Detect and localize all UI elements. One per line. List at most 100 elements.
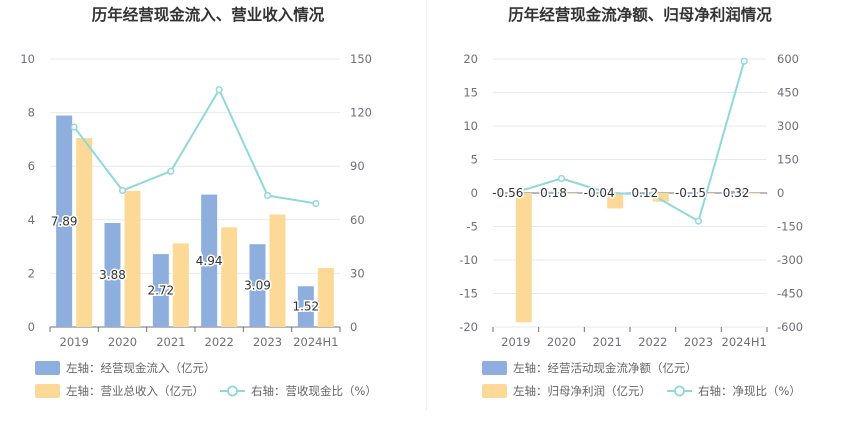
- right-axis-tick-label: 90: [350, 159, 365, 173]
- line-point: [263, 191, 272, 200]
- bar-data-label: 4.94: [196, 254, 223, 268]
- line-point: [557, 174, 566, 183]
- legend-line-marker: [227, 385, 238, 397]
- left-axis-tick-label: -10: [459, 253, 478, 267]
- legend-swatch: [482, 361, 507, 375]
- bar: [591, 193, 608, 194]
- left-axis-tick-label: 0: [28, 320, 35, 334]
- x-axis-tick-label: 2020: [108, 335, 137, 349]
- legend-label: 左轴：经营活动现金流净额（亿元）: [513, 361, 697, 375]
- bar: [652, 193, 669, 202]
- right-axis-tick-label: 30: [350, 266, 365, 280]
- bar: [636, 192, 653, 193]
- bar: [201, 194, 218, 327]
- left-axis-tick-label: 20: [463, 52, 478, 66]
- line-point: [603, 189, 611, 197]
- right-axis-tick-label: 150: [350, 52, 372, 66]
- bar: [269, 214, 286, 327]
- series-line: [73, 87, 316, 205]
- left-axis-tick-label: 6: [28, 159, 35, 173]
- x-axis-tick-label: 2020: [547, 335, 576, 349]
- legend-label: 左轴：经营现金流入（亿元）: [66, 361, 216, 375]
- bar: [104, 223, 121, 327]
- bar: [249, 244, 266, 327]
- bar: [317, 268, 334, 327]
- left-axis-tick-label: 10: [20, 52, 35, 66]
- bar: [682, 193, 699, 195]
- bar: [152, 254, 169, 327]
- x-axis-tick-label: 2021: [593, 335, 622, 349]
- line-point: [512, 188, 520, 196]
- panel-divider: [426, 0, 427, 410]
- line-point: [312, 199, 320, 208]
- line-point: [649, 191, 657, 199]
- line-point: [694, 217, 703, 225]
- x-axis-tick-label: 2019: [60, 335, 89, 349]
- left-axis-tick-label: 15: [463, 86, 478, 100]
- right-axis-tick-label: 450: [777, 86, 799, 100]
- x-axis-tick-label: 2022: [205, 335, 234, 349]
- legend-label: 左轴：营业总收入（亿元）: [66, 384, 204, 398]
- bar: [499, 193, 516, 197]
- left-axis-tick-label: -20: [459, 320, 478, 334]
- bar-data-label: -0.04: [584, 186, 615, 200]
- bar-data-label: -0.15: [675, 186, 706, 200]
- line-point: [118, 186, 127, 195]
- line-point: [215, 86, 223, 94]
- bar: [728, 190, 745, 193]
- line-point: [740, 57, 748, 65]
- right-axis-tick-label: 600: [777, 52, 799, 66]
- legend-label: 左轴：归母净利润（亿元）: [513, 384, 651, 398]
- x-axis-tick-label: 2024H1: [293, 335, 338, 349]
- bar: [172, 243, 189, 327]
- right-axis-tick-label: 150: [777, 153, 799, 167]
- bar-data-label: 0.12: [631, 186, 658, 200]
- x-axis-tick-label: 2022: [638, 335, 667, 349]
- left-axis-tick-label: 5: [471, 153, 478, 167]
- x-axis-tick-label: 2019: [501, 335, 530, 349]
- bar-data-label: 2.72: [147, 284, 174, 298]
- bar-data-label: -0.56: [492, 186, 523, 200]
- right-axis-tick-label: 0: [350, 320, 357, 334]
- legend-swatch: [35, 384, 60, 398]
- left-axis-tick-label: 8: [28, 106, 35, 120]
- right-axis-tick-label: -150: [777, 220, 803, 234]
- bar: [297, 286, 314, 327]
- bar: [744, 192, 761, 194]
- x-axis-tick-label: 2023: [684, 335, 713, 349]
- bar-data-label: 0.18: [540, 186, 567, 200]
- right-axis-tick-label: 60: [350, 213, 365, 227]
- right-axis-tick-label: 300: [777, 119, 799, 133]
- bar: [515, 193, 532, 323]
- chart-title: 历年经营现金流净额、归母净利润情况: [508, 5, 772, 24]
- bar-data-label: 0.32: [723, 186, 750, 200]
- left-axis-tick-label: 10: [463, 119, 478, 133]
- x-axis-tick-label: 2021: [156, 335, 185, 349]
- right-axis-tick-label: 0: [777, 186, 784, 200]
- right-axis-tick-label: 120: [350, 106, 372, 120]
- right-axis-tick-label: -450: [777, 287, 803, 301]
- legend-label: 右轴：净现比（%）: [698, 384, 801, 398]
- legend-swatch: [35, 361, 60, 375]
- line-point: [70, 123, 78, 131]
- bar-data-label: 7.89: [51, 214, 78, 228]
- x-axis-tick-label: 2024H1: [722, 335, 767, 349]
- left-axis-tick-label: 2: [28, 266, 35, 280]
- bar: [607, 193, 624, 209]
- cash-inflow-revenue-chart: 历年经营现金流入、营业收入情况 0 2 4 6 8 10 0 30 60 90 120 150 2019 2…: [20, 5, 377, 398]
- right-axis-tick-label: -300: [777, 253, 803, 267]
- bar: [76, 138, 93, 327]
- left-axis-tick-label: 4: [28, 213, 35, 227]
- bar-data-label: 3.09: [244, 279, 271, 293]
- bar: [561, 193, 578, 194]
- left-axis-tick-label: -5: [467, 220, 478, 234]
- right-axis-tick-label: -600: [777, 320, 803, 334]
- bar: [124, 190, 141, 327]
- bar-data-label: 3.88: [99, 268, 126, 282]
- series-line: [515, 60, 746, 223]
- legend-label: 右轴：营收现金比（%）: [251, 384, 377, 398]
- legend-line-marker: [674, 385, 685, 397]
- bar: [221, 227, 238, 327]
- bar-data-label: 1.52: [292, 300, 319, 314]
